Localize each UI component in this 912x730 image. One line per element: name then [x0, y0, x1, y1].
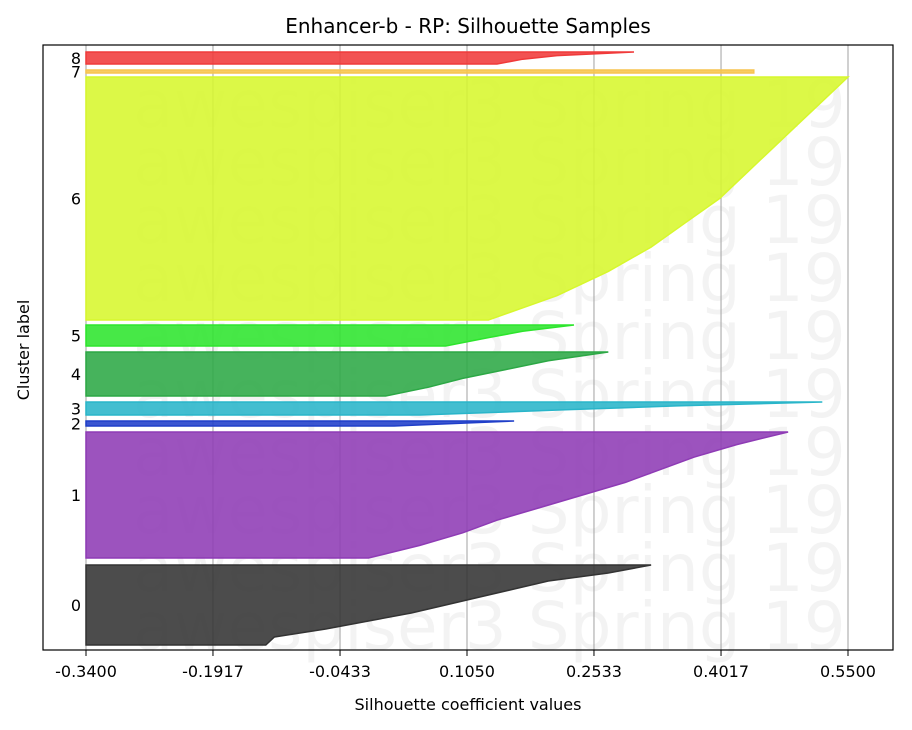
x-tick-label: 0.2533	[566, 662, 622, 681]
cluster-7-silhouette	[85, 69, 755, 74]
cluster-4-silhouette	[85, 351, 609, 397]
cluster-label-7: 7	[71, 63, 81, 82]
cluster-label-1: 1	[71, 486, 81, 505]
chart-title: Enhancer-b - RP: Silhouette Samples	[285, 14, 651, 38]
x-tick-label: -0.3400	[55, 662, 117, 681]
cluster-0-silhouette	[85, 564, 652, 646]
x-axis-label: Silhouette coefficient values	[355, 695, 582, 714]
cluster-label-0: 0	[71, 596, 81, 615]
cluster-label-3: 3	[71, 400, 81, 419]
x-tick-label: 0.1050	[439, 662, 495, 681]
cluster-label-4: 4	[71, 365, 81, 384]
cluster-label-5: 5	[71, 327, 81, 346]
x-tick-label: -0.0433	[309, 662, 371, 681]
cluster-label-2: 2	[71, 415, 81, 434]
x-tick-label: -0.1917	[182, 662, 244, 681]
plot-frame	[42, 44, 894, 651]
cluster-5-silhouette	[85, 324, 575, 347]
silhouette-series	[85, 51, 850, 646]
x-tick-label: 0.4017	[693, 662, 749, 681]
cluster-label-6: 6	[71, 190, 81, 209]
cluster-2-silhouette	[85, 420, 515, 427]
cluster-3-silhouette	[85, 401, 823, 416]
cluster-1-silhouette	[85, 431, 789, 559]
cluster-6-silhouette	[85, 76, 850, 321]
x-tick-label: 0.5500	[820, 662, 876, 681]
y-axis-label: Cluster label	[14, 300, 33, 401]
cluster-8-silhouette	[85, 51, 635, 65]
cluster-label-8: 8	[71, 49, 81, 68]
x-ticks: -0.3400 -0.1917 -0.0433 0.1050 0.2533 0.4017 0…	[55, 650, 876, 681]
